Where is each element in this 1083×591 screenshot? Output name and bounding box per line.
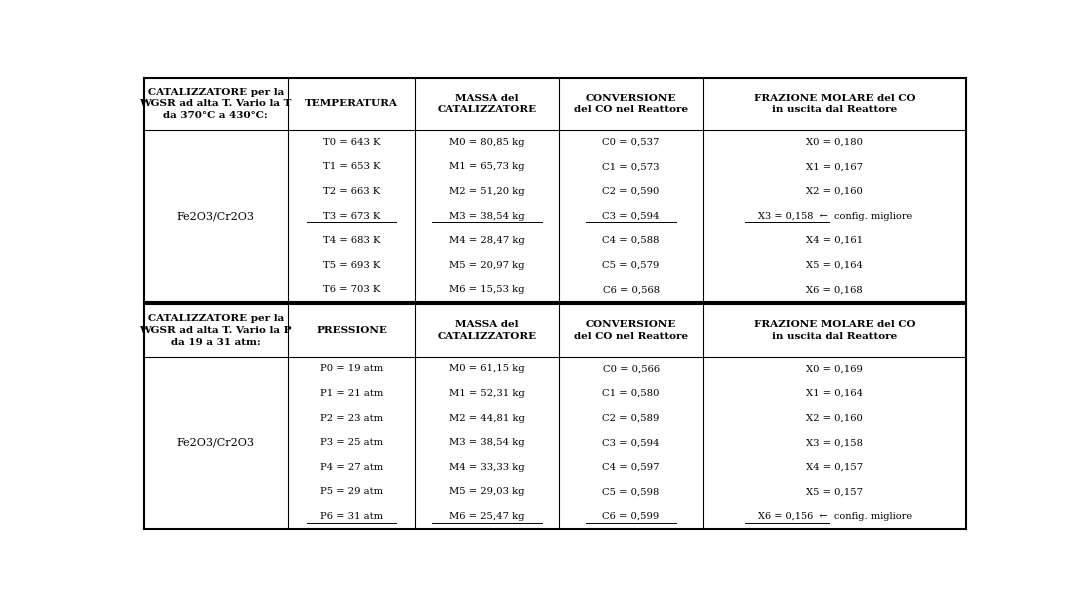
Text: T1 = 653 K: T1 = 653 K bbox=[323, 163, 380, 171]
Text: M4 = 33,33 kg: M4 = 33,33 kg bbox=[449, 463, 525, 472]
Text: CONVERSIONE
del CO nel Reattore: CONVERSIONE del CO nel Reattore bbox=[574, 320, 688, 341]
Text: T2 = 663 K: T2 = 663 K bbox=[323, 187, 380, 196]
Text: P2 = 23 atm: P2 = 23 atm bbox=[319, 414, 383, 423]
Text: P0 = 19 atm: P0 = 19 atm bbox=[319, 365, 383, 374]
Text: C6 = 0,599: C6 = 0,599 bbox=[602, 512, 660, 521]
Text: C2 = 0,589: C2 = 0,589 bbox=[602, 414, 660, 423]
Text: P3 = 25 atm: P3 = 25 atm bbox=[319, 438, 383, 447]
Text: Fe2O3/Cr2O3: Fe2O3/Cr2O3 bbox=[177, 211, 255, 221]
Text: X5 = 0,157: X5 = 0,157 bbox=[806, 488, 863, 496]
Text: FRAZIONE MOLARE del CO
in uscita dal Reattore: FRAZIONE MOLARE del CO in uscita dal Rea… bbox=[754, 320, 915, 341]
Text: M3 = 38,54 kg: M3 = 38,54 kg bbox=[449, 212, 525, 220]
Text: MASSA del
CATALIZZATORE: MASSA del CATALIZZATORE bbox=[438, 320, 537, 341]
Text: C4 = 0,597: C4 = 0,597 bbox=[602, 463, 660, 472]
Text: X1 = 0,164: X1 = 0,164 bbox=[806, 389, 863, 398]
Text: X1 = 0,167: X1 = 0,167 bbox=[806, 163, 863, 171]
Text: X5 = 0,164: X5 = 0,164 bbox=[806, 261, 863, 269]
Text: M0 = 80,85 kg: M0 = 80,85 kg bbox=[449, 138, 525, 147]
Text: T5 = 693 K: T5 = 693 K bbox=[323, 261, 380, 269]
Text: C1 = 0,573: C1 = 0,573 bbox=[602, 163, 660, 171]
Text: C3 = 0,594: C3 = 0,594 bbox=[602, 438, 660, 447]
Text: X2 = 0,160: X2 = 0,160 bbox=[806, 187, 863, 196]
Text: X2 = 0,160: X2 = 0,160 bbox=[806, 414, 863, 423]
Text: TEMPERATURA: TEMPERATURA bbox=[305, 99, 397, 108]
Text: M3 = 38,54 kg: M3 = 38,54 kg bbox=[449, 438, 525, 447]
Text: M1 = 52,31 kg: M1 = 52,31 kg bbox=[449, 389, 525, 398]
Text: C4 = 0,588: C4 = 0,588 bbox=[602, 236, 660, 245]
Text: C1 = 0,580: C1 = 0,580 bbox=[602, 389, 660, 398]
Text: C5 = 0,579: C5 = 0,579 bbox=[602, 261, 660, 269]
Text: X6 = 0,168: X6 = 0,168 bbox=[807, 285, 863, 294]
Text: M6 = 15,53 kg: M6 = 15,53 kg bbox=[449, 285, 525, 294]
Text: C0 = 0,537: C0 = 0,537 bbox=[602, 138, 660, 147]
Text: MASSA del
CATALIZZATORE: MASSA del CATALIZZATORE bbox=[438, 93, 537, 114]
Text: C5 = 0,598: C5 = 0,598 bbox=[602, 488, 660, 496]
Text: X3 = 0,158  ←  config. migliore: X3 = 0,158 ← config. migliore bbox=[758, 212, 912, 220]
Text: X0 = 0,169: X0 = 0,169 bbox=[806, 365, 863, 374]
Text: Fe2O3/Cr2O3: Fe2O3/Cr2O3 bbox=[177, 438, 255, 448]
Text: T4 = 683 K: T4 = 683 K bbox=[323, 236, 380, 245]
Text: M5 = 20,97 kg: M5 = 20,97 kg bbox=[449, 261, 525, 269]
Text: X4 = 0,157: X4 = 0,157 bbox=[806, 463, 863, 472]
Text: X3 = 0,158: X3 = 0,158 bbox=[806, 438, 863, 447]
Text: M6 = 25,47 kg: M6 = 25,47 kg bbox=[449, 512, 525, 521]
Text: T3 = 673 K: T3 = 673 K bbox=[323, 212, 380, 220]
Text: M0 = 61,15 kg: M0 = 61,15 kg bbox=[449, 365, 525, 374]
Text: P4 = 27 atm: P4 = 27 atm bbox=[319, 463, 383, 472]
Text: FRAZIONE MOLARE del CO
in uscita dal Reattore: FRAZIONE MOLARE del CO in uscita dal Rea… bbox=[754, 93, 915, 114]
Text: M1 = 65,73 kg: M1 = 65,73 kg bbox=[449, 163, 525, 171]
Text: C0 = 0,566: C0 = 0,566 bbox=[602, 365, 660, 374]
Text: X6 = 0,156  ←  config. migliore: X6 = 0,156 ← config. migliore bbox=[758, 512, 912, 521]
Text: X4 = 0,161: X4 = 0,161 bbox=[806, 236, 863, 245]
Text: CATALIZZATORE per la
WGSR ad alta T. Vario la T
da 370°C a 430°C:: CATALIZZATORE per la WGSR ad alta T. Var… bbox=[140, 87, 292, 120]
Text: C2 = 0,590: C2 = 0,590 bbox=[602, 187, 660, 196]
Text: M2 = 44,81 kg: M2 = 44,81 kg bbox=[449, 414, 525, 423]
Text: T0 = 643 K: T0 = 643 K bbox=[323, 138, 380, 147]
Text: P1 = 21 atm: P1 = 21 atm bbox=[319, 389, 383, 398]
Text: P5 = 29 atm: P5 = 29 atm bbox=[319, 488, 383, 496]
Text: CONVERSIONE
del CO nel Reattore: CONVERSIONE del CO nel Reattore bbox=[574, 93, 688, 114]
Text: CATALIZZATORE per la
WGSR ad alta T. Vario la P
da 19 a 31 atm:: CATALIZZATORE per la WGSR ad alta T. Var… bbox=[140, 314, 292, 347]
Text: M4 = 28,47 kg: M4 = 28,47 kg bbox=[449, 236, 525, 245]
Text: M5 = 29,03 kg: M5 = 29,03 kg bbox=[449, 488, 525, 496]
Text: X0 = 0,180: X0 = 0,180 bbox=[806, 138, 863, 147]
Text: C3 = 0,594: C3 = 0,594 bbox=[602, 212, 660, 220]
Text: C6 = 0,568: C6 = 0,568 bbox=[602, 285, 660, 294]
Text: P6 = 31 atm: P6 = 31 atm bbox=[319, 512, 383, 521]
Text: M2 = 51,20 kg: M2 = 51,20 kg bbox=[449, 187, 525, 196]
Text: T6 = 703 K: T6 = 703 K bbox=[323, 285, 380, 294]
Text: PRESSIONE: PRESSIONE bbox=[316, 326, 387, 335]
